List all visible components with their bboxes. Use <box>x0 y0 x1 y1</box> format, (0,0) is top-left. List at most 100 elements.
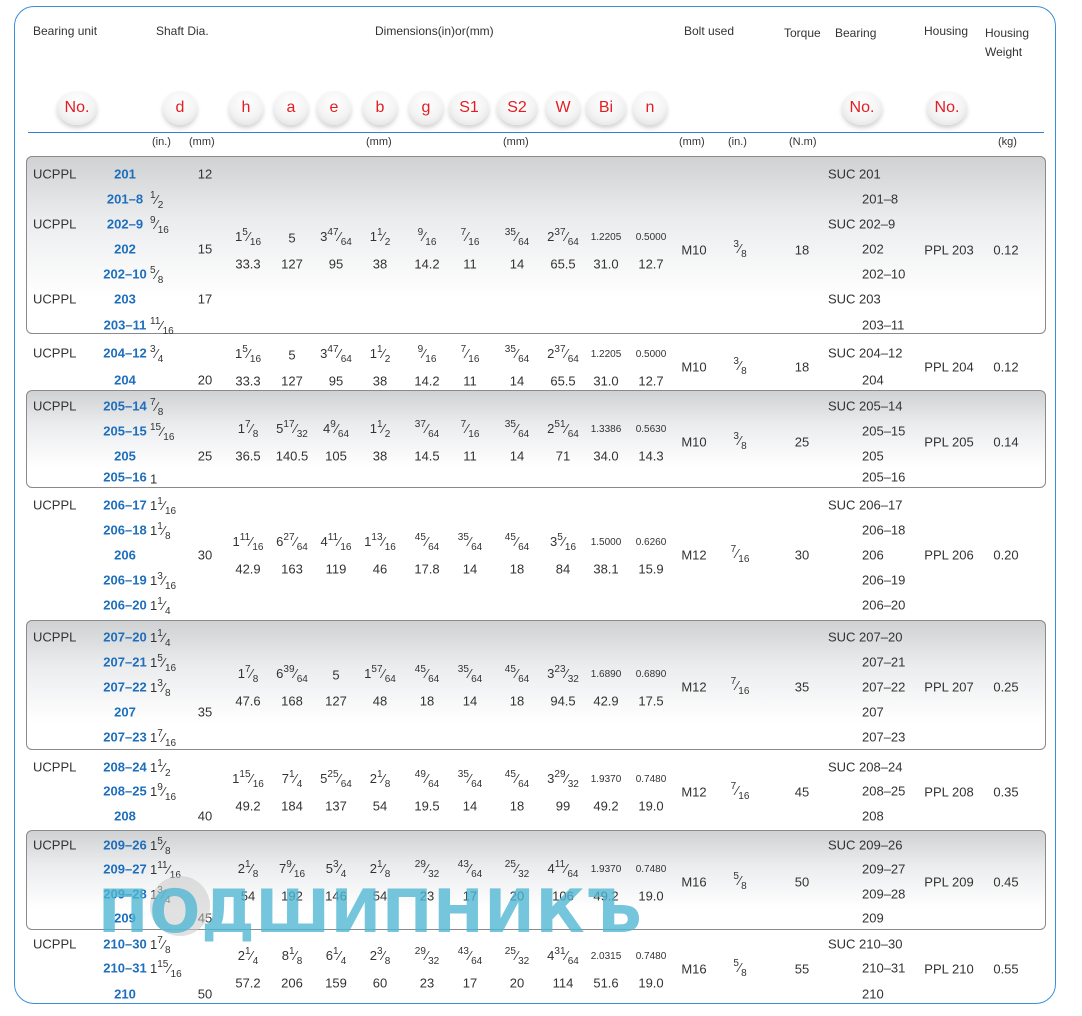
dimension-mm: 65.5 <box>550 373 576 388</box>
dimension-in: 0.6260 <box>635 537 667 548</box>
dimension-mm: 192 <box>281 888 303 903</box>
dimension-mm: 14 <box>509 448 525 463</box>
dimension-in: 115⁄16 <box>232 768 264 790</box>
dimension-mm: 106 <box>552 888 574 903</box>
bearing-unit-number: 203 <box>114 291 136 307</box>
dimension-mm: 54 <box>372 888 388 903</box>
dimension-in: 0.5000 <box>635 231 667 243</box>
dimension-mm: 15.9 <box>638 561 664 577</box>
header-divider <box>28 132 1044 133</box>
dimension-in: 43⁄64 <box>457 946 483 967</box>
shaft-dia-in: 11⁄8 <box>150 521 171 542</box>
dimension-in: 0.7480 <box>635 951 667 962</box>
dimension-in: 111⁄16 <box>232 532 264 553</box>
bolt-in: 3⁄8 <box>733 238 747 260</box>
column-symbol-6: b <box>363 91 397 125</box>
bearing-unit-number: 207–21 <box>103 654 147 670</box>
bolt-in: 3⁄8 <box>733 355 747 377</box>
dimension-mm: 23 <box>419 975 435 991</box>
dimension-in: 0.7480 <box>635 773 667 785</box>
dimension-mm: 60 <box>372 975 388 991</box>
dimension-mm: 84 <box>555 561 571 577</box>
bearing-number: SUC 210–30 <box>828 936 903 952</box>
bearing-number: 207–22 <box>862 679 906 695</box>
dimension-mm: 18 <box>509 561 525 577</box>
dimension-mm: 38.1 <box>593 561 619 577</box>
dimension-in: 1.2205 <box>590 231 622 243</box>
column-symbol-14: No. <box>927 91 967 125</box>
unit-prefix: UCPPL <box>33 936 77 952</box>
housing-weight: 0.45 <box>993 874 1019 889</box>
dimension-in: 71⁄4 <box>281 768 303 790</box>
dimension-in: 5 <box>288 230 296 245</box>
dimension-in: 347⁄64 <box>320 343 352 365</box>
column-symbol-12: n <box>633 91 667 125</box>
dimension-mm: 168 <box>281 693 303 709</box>
dimension-in: 1.9370 <box>590 863 622 875</box>
shaft-dia-in: 1 <box>150 471 158 487</box>
torque-value: 45 <box>794 784 810 799</box>
bolt-mm: M12 <box>681 547 707 563</box>
dimension-mm: 127 <box>281 373 303 388</box>
dimension-mm: 14.2 <box>414 373 440 388</box>
dimension-mm: 140.5 <box>275 448 309 463</box>
dimension-in: 11⁄2 <box>369 418 391 440</box>
dimension-mm: 17.5 <box>638 693 664 709</box>
dimension-mm: 184 <box>281 798 303 813</box>
header-housing-weight-2: Weight <box>985 45 1023 59</box>
shaft-dia-in: 15⁄16 <box>150 422 175 443</box>
dimension-in: 639⁄64 <box>276 664 308 685</box>
bearing-number: SUC 202–9 <box>828 216 896 232</box>
unit-prefix: UCPPL <box>33 216 77 232</box>
bearing-unit-number: 202–10 <box>103 266 147 282</box>
bearing-unit-number: 206 <box>114 547 136 563</box>
dimension-in: 237⁄64 <box>547 343 579 365</box>
unit-prefix: UCPPL <box>33 759 77 775</box>
dimension-mm: 19.5 <box>414 798 440 813</box>
bearing-number: 202 <box>862 241 884 257</box>
housing-weight: 0.12 <box>993 359 1019 374</box>
dimension-mm: 18 <box>509 693 525 709</box>
housing-number: PPL 207 <box>924 679 974 695</box>
dimension-in: 0.5000 <box>635 348 667 360</box>
bolt-mm: M10 <box>681 242 707 257</box>
shaft-dia-in: 9⁄16 <box>150 215 169 236</box>
dimension-mm: 99 <box>555 798 571 813</box>
watermark: ПОДШИПНИКЪ <box>98 877 644 947</box>
dimension-in: 1.5000 <box>590 537 622 548</box>
bolt-in: 5⁄8 <box>733 958 747 979</box>
column-symbol-3: h <box>229 91 263 125</box>
dimension-mm: 206 <box>281 975 303 991</box>
dimension-in: 347⁄64 <box>320 226 352 248</box>
bearing-unit-number: 210 <box>114 986 136 1002</box>
dimension-in: 2.0315 <box>590 951 622 962</box>
bolt-mm: M10 <box>681 359 707 374</box>
dimension-mm: 14 <box>509 256 525 271</box>
dimension-mm: 49.2 <box>593 888 619 903</box>
dimension-mm: 34.0 <box>593 448 619 463</box>
dimension-mm: 20 <box>509 888 525 903</box>
bearing-number: SUC 207–20 <box>828 629 903 645</box>
bearing-unit-number: 206–20 <box>103 597 147 613</box>
dimension-mm: 137 <box>325 798 347 813</box>
dimension-in: 35⁄64 <box>504 226 530 248</box>
dimension-in: 7⁄16 <box>460 226 480 248</box>
dimension-in: 53⁄4 <box>325 858 347 880</box>
dimension-mm: 11 <box>463 373 477 388</box>
unit-prefix: UCPPL <box>33 497 77 513</box>
unit-bolt-in: (in.) <box>728 136 747 148</box>
dimension-in: 525⁄64 <box>320 768 352 790</box>
bearing-number: 202–10 <box>862 266 906 282</box>
dimension-mm: 38 <box>372 256 388 271</box>
dimension-mm: 127 <box>281 256 303 271</box>
torque-value: 18 <box>794 242 810 257</box>
bolt-in: 5⁄8 <box>733 870 747 892</box>
bearing-unit-number: 204–12 <box>103 345 147 361</box>
housing-weight: 0.12 <box>993 242 1019 257</box>
dimension-mm: 14 <box>462 561 478 577</box>
bearing-number: SUC 204–12 <box>828 345 903 361</box>
dimension-in: 1.3386 <box>590 423 622 435</box>
unit-prefix: UCPPL <box>33 291 77 307</box>
bearing-number: 205–15 <box>862 423 906 439</box>
housing-number: PPL 208 <box>924 784 974 799</box>
